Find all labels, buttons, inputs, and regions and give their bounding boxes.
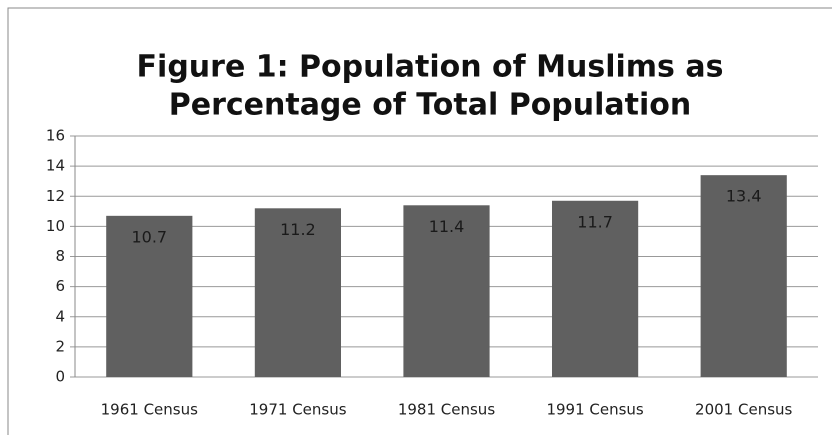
- bar: [254, 208, 341, 377]
- data-label: 10.7: [131, 227, 167, 246]
- y-tick-label: 12: [46, 187, 65, 205]
- data-label: 13.4: [726, 187, 762, 206]
- data-label: 11.7: [577, 212, 613, 231]
- y-tick-label: 6: [55, 277, 65, 295]
- chart-title-line-2: Percentage of Total Population: [169, 88, 692, 123]
- chart-title-line-1: Figure 1: Population of Muslims as: [137, 50, 724, 85]
- data-label: 11.2: [280, 220, 316, 239]
- data-label: 11.4: [429, 217, 465, 236]
- x-tick-label: 2001 Census: [695, 401, 792, 419]
- x-tick-label: 1981 Census: [398, 401, 495, 419]
- y-tick-label: 0: [55, 368, 65, 386]
- bar: [700, 175, 787, 377]
- bar: [403, 205, 490, 377]
- y-tick-label: 8: [55, 247, 65, 265]
- y-tick-label: 16: [46, 127, 65, 145]
- x-tick-label: 1991 Census: [546, 401, 643, 419]
- x-tick-label: 1961 Census: [101, 401, 198, 419]
- y-tick-label: 4: [55, 307, 65, 325]
- y-tick-label: 2: [55, 337, 65, 355]
- y-tick-label: 10: [46, 217, 65, 235]
- y-tick-label: 14: [46, 157, 65, 175]
- bar: [106, 215, 193, 377]
- bar: [552, 200, 639, 377]
- x-tick-label: 1971 Census: [249, 401, 346, 419]
